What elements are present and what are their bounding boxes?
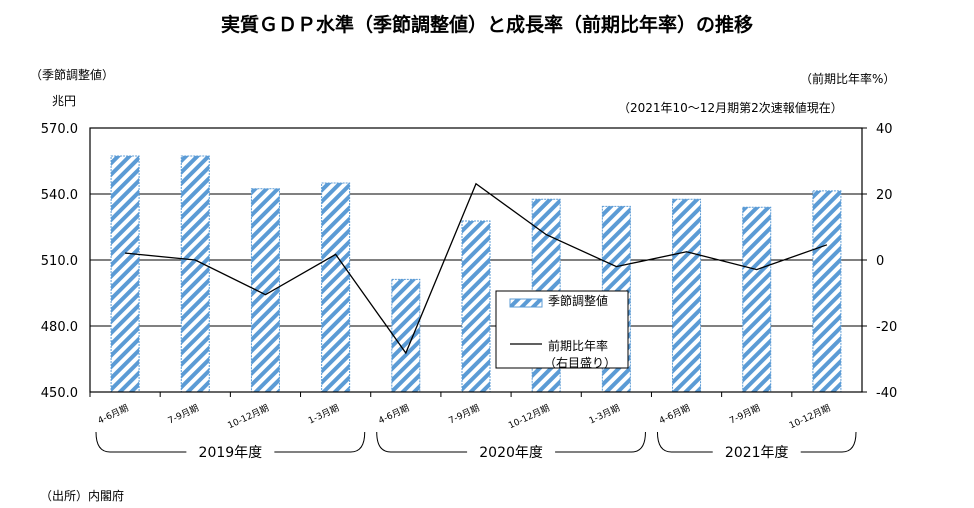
- bar: [461, 220, 491, 393]
- bar: [110, 155, 140, 393]
- group-label: 2020年度: [479, 445, 543, 461]
- legend-line-note: （右目盛り）: [544, 356, 617, 370]
- source-note: （出所）内閣府: [40, 489, 125, 503]
- x-tick-label: 1-3月期: [587, 403, 621, 427]
- bar: [250, 188, 280, 393]
- y2-tick-label: 0: [876, 254, 884, 269]
- y2-tick-label: 40: [876, 122, 893, 137]
- group-bracket: [376, 431, 646, 453]
- group-label: 2019年度: [199, 445, 263, 461]
- y-tick-label: 510.0: [41, 254, 78, 269]
- x-tick-label: 10-12月期: [226, 403, 271, 432]
- growth-line: [125, 182, 828, 355]
- x-tick-label: 7-9月期: [447, 403, 481, 427]
- right-axis-label: （前期比年率%）: [800, 72, 896, 86]
- bar: [391, 278, 421, 393]
- group-bracket: [95, 431, 366, 453]
- y-tick-label: 570.0: [41, 122, 78, 137]
- group-bracket: [656, 431, 857, 453]
- y2-tick-label: -40: [876, 386, 897, 401]
- x-tick-label: 4-6月期: [377, 403, 411, 427]
- bar: [742, 206, 772, 393]
- chart-title: 実質ＧＤＰ水準（季節調整値）と成長率（前期比年率）の推移: [220, 14, 753, 36]
- y2-tick-label: 20: [876, 188, 893, 203]
- bar: [180, 155, 210, 393]
- x-tick-label: 7-9月期: [166, 403, 200, 427]
- x-tick-label: 4-6月期: [96, 403, 130, 427]
- bar: [321, 182, 351, 393]
- legend-bar-swatch: [509, 298, 543, 308]
- y2-tick-label: -20: [876, 320, 897, 335]
- group-label: 2021年度: [725, 445, 789, 461]
- x-tick-label: 10-12月期: [507, 403, 552, 432]
- y-tick-label: 540.0: [41, 188, 78, 203]
- x-tick-label: 7-9月期: [728, 403, 762, 427]
- plot-frame: [89, 127, 863, 393]
- left-axis-unit: 兆円: [52, 94, 77, 108]
- bar: [812, 190, 842, 393]
- x-tick-label: 1-3月期: [307, 403, 341, 427]
- chart-subtitle: （2021年10～12月期第2次速報値現在）: [618, 101, 843, 115]
- y-tick-label: 450.0: [41, 386, 78, 401]
- bar: [672, 198, 702, 393]
- legend-bar-label: 季節調整値: [548, 294, 609, 308]
- x-tick-label: 10-12月期: [788, 403, 833, 432]
- legend-line-label: 前期比年率: [548, 339, 609, 353]
- x-tick-label: 4-6月期: [658, 403, 692, 427]
- left-axis-label: （季節調整値）: [30, 68, 115, 82]
- y-tick-label: 480.0: [41, 320, 78, 335]
